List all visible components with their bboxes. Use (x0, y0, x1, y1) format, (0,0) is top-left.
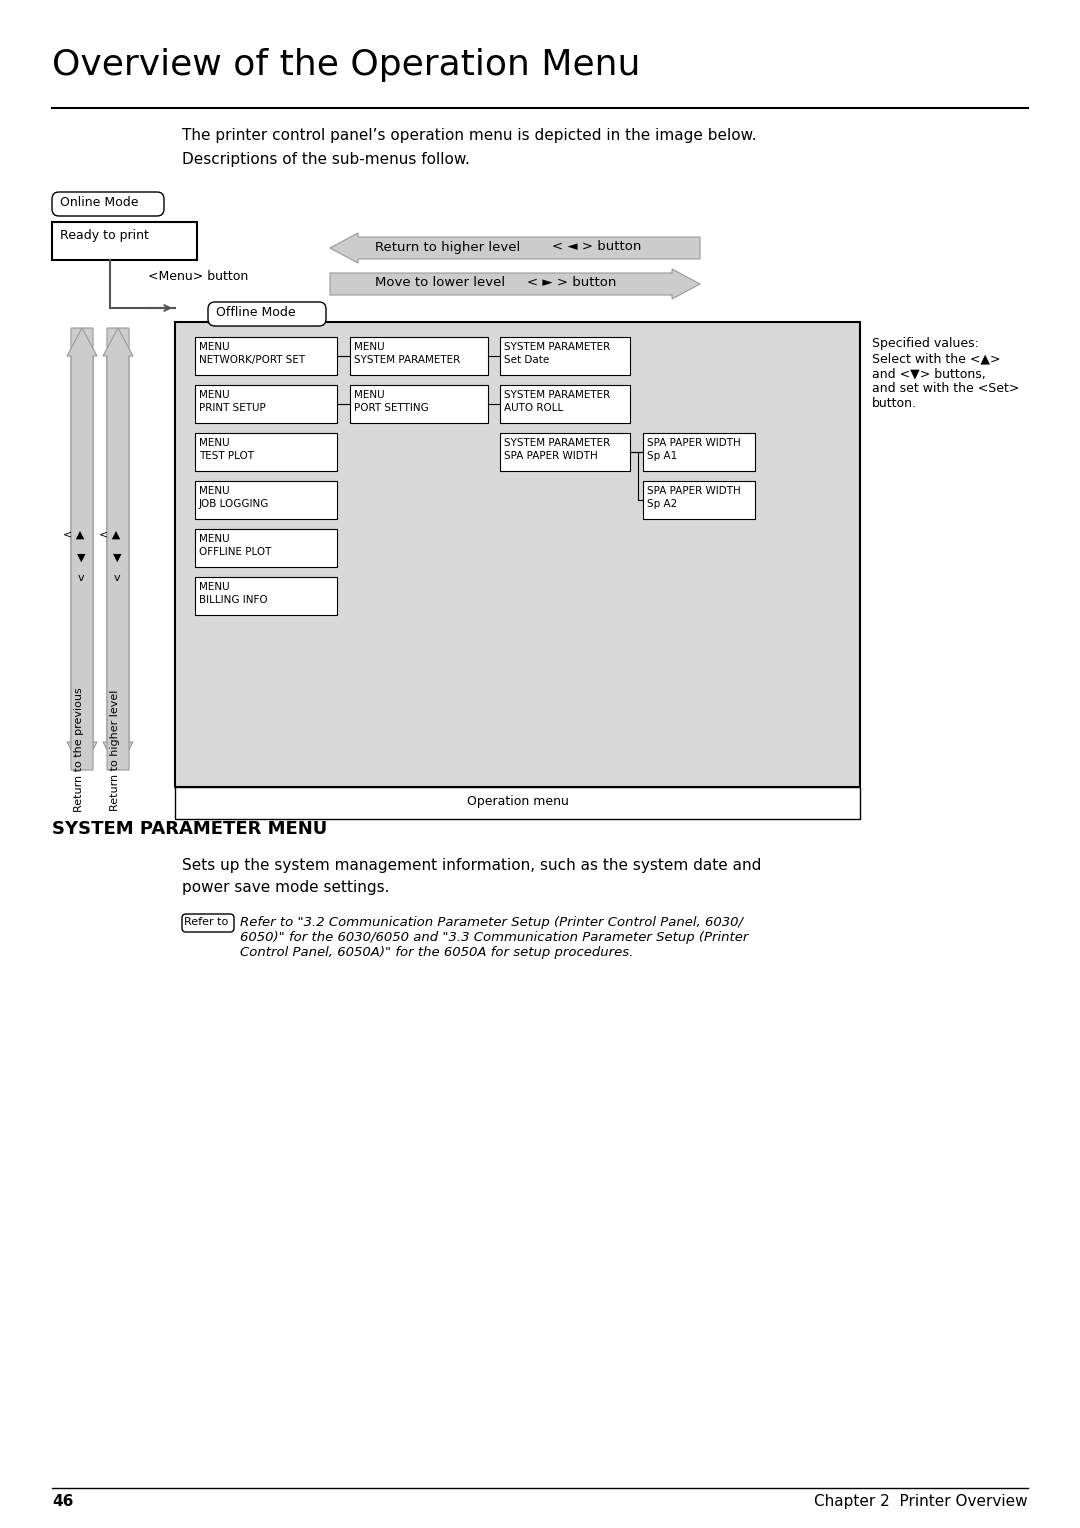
Text: ▼: ▼ (106, 553, 122, 562)
Bar (195, 578, 337, 614)
Text: Specified values:
Select with the <▲>
and <▼> buttons,
and set with the <Set>
bu: Specified values: Select with the <▲> an… (872, 338, 1020, 410)
Text: The printer control panel’s operation menu is depicted in the image below.: The printer control panel’s operation me… (183, 128, 757, 144)
FancyBboxPatch shape (208, 303, 326, 325)
Bar (643, 481, 755, 520)
Bar (500, 432, 630, 471)
Text: PORT SETTING: PORT SETTING (354, 403, 429, 413)
Text: Chapter 2  Printer Overview: Chapter 2 Printer Overview (814, 1494, 1028, 1510)
Text: JOB LOGGING: JOB LOGGING (199, 500, 269, 509)
Text: Sp A2: Sp A2 (647, 500, 677, 509)
Bar (500, 338, 630, 374)
Text: OFFLINE PLOT: OFFLINE PLOT (199, 547, 271, 558)
FancyBboxPatch shape (183, 914, 234, 932)
Text: SYSTEM PARAMETER: SYSTEM PARAMETER (504, 439, 610, 448)
Text: Operation menu: Operation menu (467, 795, 568, 808)
Text: NETWORK/PORT SET: NETWORK/PORT SET (199, 354, 306, 365)
Text: MENU: MENU (199, 342, 230, 351)
Text: MENU: MENU (354, 390, 384, 400)
FancyArrow shape (330, 269, 700, 299)
Text: PRINT SETUP: PRINT SETUP (199, 403, 266, 413)
Text: 46: 46 (52, 1494, 73, 1510)
Bar (350, 385, 488, 423)
FancyArrow shape (67, 329, 97, 770)
FancyArrow shape (67, 329, 97, 770)
Text: SPA PAPER WIDTH: SPA PAPER WIDTH (647, 486, 741, 497)
Text: v: v (107, 573, 121, 584)
FancyBboxPatch shape (52, 193, 164, 215)
Bar (195, 338, 337, 374)
Text: Move to lower level: Move to lower level (375, 277, 505, 289)
Text: MENU: MENU (199, 486, 230, 497)
Bar (643, 432, 755, 471)
Text: Sp A1: Sp A1 (647, 451, 677, 461)
FancyArrow shape (103, 329, 133, 770)
Text: < ▲: < ▲ (99, 530, 121, 539)
Text: Set Date: Set Date (504, 354, 550, 365)
Bar (195, 529, 337, 567)
Text: BILLING INFO: BILLING INFO (199, 594, 268, 605)
Text: AUTO ROLL: AUTO ROLL (504, 403, 564, 413)
Bar (195, 385, 337, 423)
Text: TEST PLOT: TEST PLOT (199, 451, 254, 461)
Text: Refer to: Refer to (184, 917, 228, 927)
Text: MENU: MENU (199, 582, 230, 591)
Text: ▼: ▼ (70, 553, 85, 562)
Text: <Menu> button: <Menu> button (148, 270, 248, 283)
Text: SPA PAPER WIDTH: SPA PAPER WIDTH (647, 439, 741, 448)
Text: < ◄ > button: < ◄ > button (552, 240, 642, 254)
Text: Refer to "3.2 Communication Parameter Setup (Printer Control Panel, 6030/
6050)": Refer to "3.2 Communication Parameter Se… (240, 915, 748, 960)
Text: < ▲: < ▲ (64, 530, 84, 539)
Text: Sets up the system management information, such as the system date and: Sets up the system management informatio… (183, 859, 761, 872)
Text: v: v (71, 573, 85, 584)
FancyArrow shape (330, 232, 700, 263)
Text: MENU: MENU (199, 439, 230, 448)
Text: SYSTEM PARAMETER: SYSTEM PARAMETER (504, 390, 610, 400)
Bar (175, 322, 860, 787)
Text: SPA PAPER WIDTH: SPA PAPER WIDTH (504, 451, 597, 461)
Bar (350, 338, 488, 374)
Text: SYSTEM PARAMETER MENU: SYSTEM PARAMETER MENU (52, 821, 327, 837)
Text: SYSTEM PARAMETER: SYSTEM PARAMETER (504, 342, 610, 351)
Bar (175, 787, 860, 819)
Text: Ready to print: Ready to print (60, 229, 149, 241)
Bar (500, 385, 630, 423)
Text: Descriptions of the sub-menus follow.: Descriptions of the sub-menus follow. (183, 151, 470, 167)
Text: MENU: MENU (354, 342, 384, 351)
Text: Return to higher level: Return to higher level (110, 689, 120, 811)
Text: MENU: MENU (199, 390, 230, 400)
Text: < ► > button: < ► > button (527, 277, 617, 289)
Text: Return to the previous: Return to the previous (75, 688, 84, 813)
FancyArrow shape (103, 329, 133, 770)
Bar (52, 222, 197, 260)
Text: SYSTEM PARAMETER: SYSTEM PARAMETER (354, 354, 460, 365)
Text: Overview of the Operation Menu: Overview of the Operation Menu (52, 47, 640, 83)
Bar (195, 432, 337, 471)
Text: Offline Mode: Offline Mode (216, 306, 296, 319)
Text: Online Mode: Online Mode (60, 196, 138, 209)
Text: power save mode settings.: power save mode settings. (183, 880, 390, 895)
Bar (195, 481, 337, 520)
Text: Return to higher level: Return to higher level (375, 240, 521, 254)
Text: MENU: MENU (199, 533, 230, 544)
